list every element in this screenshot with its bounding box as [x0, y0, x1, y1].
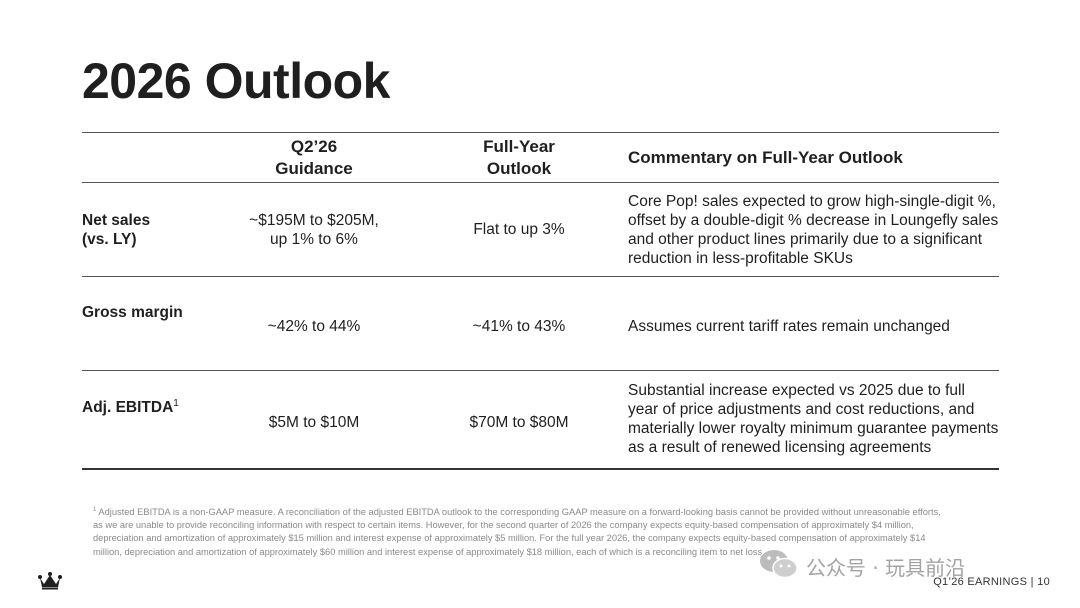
- header-commentary: Commentary on Full-Year Outlook: [628, 147, 903, 167]
- page-footer: Q1’26 EARNINGS | 10: [933, 576, 1050, 588]
- net-sales-full-year: Flat to up 3%: [473, 221, 565, 238]
- adj-ebitda-q2-guidance: $5M to $10M: [268, 413, 360, 431]
- row-label-net-sales: Net sales (vs. LY): [82, 211, 151, 248]
- gross-margin-q2-guidance: ~42% to 44%: [267, 318, 361, 335]
- watermark: 公众号 · 玩具前沿: [758, 548, 965, 585]
- footnote: 1 Adjusted EBITDA is a non-GAAP measure.…: [93, 506, 943, 559]
- watermark-text: 公众号 · 玩具前沿: [806, 556, 966, 580]
- net-sales-commentary: Core Pop! sales expected to grow high-si…: [628, 192, 999, 267]
- header-q2-guidance: Q2’26 Guidance: [275, 136, 353, 178]
- page-number: 10: [1037, 576, 1050, 588]
- slide-title: 2026 Outlook: [82, 53, 391, 109]
- adj-ebitda-full-year: $70M to $80M: [469, 413, 569, 431]
- table-row-adj-ebitda: Adj. EBITDA1 $5M to $10M $70M to $80M Su…: [82, 371, 999, 469]
- table-row-net-sales: Net sales (vs. LY) ~$195M to $205M, up 1…: [82, 183, 999, 277]
- table-header-row: Q2’26 Guidance Full-Year Outlook Comment…: [82, 132, 999, 183]
- header-label: [82, 133, 214, 183]
- gross-margin-commentary: Assumes current tariff rates remain unch…: [628, 318, 950, 335]
- adj-ebitda-commentary: Substantial increase expected vs 2025 du…: [628, 382, 999, 457]
- footnote-text: Adjusted EBITDA is a non-GAAP measure. A…: [93, 507, 941, 557]
- net-sales-q2-guidance: ~$195M to $205M, up 1% to 6%: [249, 211, 379, 248]
- gross-margin-full-year: ~41% to 43%: [472, 318, 566, 335]
- footer-label: Q1’26 EARNINGS: [933, 576, 1028, 588]
- wechat-icon: [758, 548, 800, 585]
- table-row-gross-margin: Gross margin ~42% to 44% ~41% to 43% Ass…: [82, 277, 999, 371]
- footnote-marker: 1: [173, 397, 179, 409]
- row-label-adj-ebitda: Adj. EBITDA1: [82, 397, 179, 416]
- crown-icon: [38, 572, 62, 595]
- footer-separator: |: [1030, 576, 1034, 588]
- outlook-table: Q2’26 Guidance Full-Year Outlook Comment…: [82, 132, 999, 470]
- row-label-gross-margin: Gross margin: [82, 304, 183, 321]
- header-full-year-outlook: Full-Year Outlook: [483, 136, 555, 178]
- footnote-number: 1: [93, 506, 97, 513]
